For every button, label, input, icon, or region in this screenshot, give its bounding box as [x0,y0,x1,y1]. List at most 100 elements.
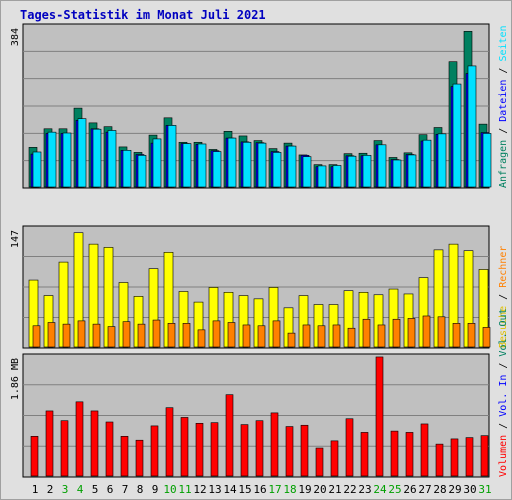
bar-hits-files-pages-seiten-16 [257,142,267,188]
x-tick-label-day-26: 26 [403,483,416,496]
bar-hits-files-pages-seiten-21 [332,165,342,188]
bar-volume-volumen-4 [75,401,84,477]
bar-volume-volumen-12 [195,423,204,477]
x-tick-label-day-28: 28 [433,483,446,496]
bar-volume-volumen-23 [360,432,369,477]
bar-volume-volumen-22 [345,418,354,477]
x-tick-label-day-3: 3 [62,483,69,496]
x-tick-label-day-20: 20 [313,483,326,496]
bar-visits-sites-rechner-6 [107,326,116,348]
x-tick-label-day-15: 15 [238,483,251,496]
legend-bottom-part-3: / [498,357,509,375]
bar-hits-files-pages-seiten-29 [452,83,462,188]
x-tick-label-day-30: 30 [463,483,476,496]
bar-volume-volumen-26 [405,432,414,477]
legend-top-part-3: / [498,62,509,80]
bar-visits-sites-rechner-22 [347,327,356,348]
x-tick-label-day-29: 29 [448,483,461,496]
bar-visits-sites-rechner-24 [377,324,386,348]
bar-volume-volumen-18 [285,426,294,477]
x-tick-label-day-8: 8 [137,483,144,496]
bar-visits-sites-rechner-1 [32,325,41,348]
chart-title: Tages-Statistik im Monat Juli 2021 [20,8,266,22]
bar-hits-files-pages-seiten-6 [107,130,117,188]
bar-visits-sites-rechner-31 [482,327,491,348]
x-tick-label-day-24: 24 [373,483,387,496]
legend-top-part-4: Seiten [498,25,509,61]
bar-visits-sites-rechner-20 [317,325,326,348]
bar-visits-sites-rechner-12 [197,329,206,348]
bar-visits-sites-rechner-28 [437,316,446,348]
bar-hits-files-pages-seiten-28 [437,133,447,188]
bar-hits-files-pages-seiten-8 [137,155,147,188]
bar-visits-sites-rechner-26 [407,318,416,348]
bar-hits-files-pages-seiten-7 [122,149,132,188]
bar-hits-files-pages-seiten-12 [197,143,207,188]
legend-bottom-part-0: Volumen [498,435,509,477]
bar-visits-sites-rechner-3 [62,323,71,348]
legend-bottom: Volumen / Vol. In / Vol. Out [498,308,509,477]
bar-visits-sites-rechner-18 [287,332,296,348]
bar-visits-sites-rechner-2 [47,322,56,348]
x-tick-label-day-12: 12 [193,483,206,496]
legend-bottom-part-4: Vol. Out [498,308,509,356]
bar-volume-volumen-30 [465,437,474,477]
bar-hits-files-pages-seiten-1 [32,151,42,188]
bar-hits-files-pages-seiten-20 [317,165,327,188]
x-tick-label-day-9: 9 [152,483,159,496]
y-max-label: 384 [10,28,21,46]
x-tick-label-day-2: 2 [47,483,54,496]
bar-visits-sites-rechner-8 [137,323,146,348]
bar-volume-volumen-1 [30,436,39,477]
x-tick-label-day-10: 10 [163,483,176,496]
bar-visits-sites-rechner-4 [77,320,86,348]
legend-bottom-part-1: / [498,417,509,435]
legend-top-part-1: / [498,122,509,140]
bar-volume-volumen-11 [180,417,189,477]
legend-top-part-0: Anfragen [498,140,509,188]
bar-hits-files-pages-seiten-10 [167,125,177,188]
bar-volume-volumen-14 [225,394,234,477]
bar-visits-sites-rechner-30 [467,323,476,348]
legend-mid-part-1: / [498,288,509,306]
bar-visits-sites-rechner-14 [227,322,236,348]
bar-volume-volumen-10 [165,407,174,477]
bar-volume-volumen-7 [120,436,129,477]
x-tick-label-day-27: 27 [418,483,431,496]
bar-volume-volumen-8 [135,439,144,477]
bar-volume-volumen-2 [45,410,54,477]
bar-volume-volumen-6 [105,421,114,477]
bar-volume-volumen-20 [315,447,324,477]
legend-mid-part-0: Besuche [498,306,509,348]
bar-visits-sites-rechner-7 [122,321,131,348]
bar-volume-volumen-31 [480,435,489,477]
legend-mid: Besuche / Rechner [498,246,509,348]
bar-hits-files-pages-seiten-31 [482,133,492,188]
bar-hits-files-pages-seiten-25 [392,159,402,188]
bar-hits-files-pages-seiten-27 [422,139,432,188]
bar-hits-files-pages-seiten-30 [467,65,477,188]
bar-visits-sites-rechner-10 [167,323,176,348]
x-tick-label-day-13: 13 [208,483,221,496]
bar-volume-volumen-27 [420,423,429,477]
bar-visits-sites-rechner-9 [152,319,161,348]
bar-hits-files-pages-seiten-24 [377,144,387,188]
bar-volume-volumen-21 [330,440,339,477]
bar-volume-volumen-29 [450,438,459,477]
bar-hits-files-pages-seiten-13 [212,151,222,188]
x-tick-label-day-31: 31 [478,483,491,496]
bar-visits-sites-rechner-21 [332,324,341,348]
x-tick-label-day-4: 4 [77,483,84,496]
bar-volume-volumen-17 [270,412,279,477]
bar-hits-files-pages-seiten-19 [302,156,312,188]
x-tick-label-day-6: 6 [107,483,114,496]
bar-hits-files-pages-seiten-11 [182,143,192,188]
x-tick-label-day-11: 11 [178,483,191,496]
bar-visits-sites-rechner-5 [92,323,101,348]
bar-visits-sites-rechner-16 [257,325,266,348]
bar-visits-sites-rechner-25 [392,318,401,348]
bar-hits-files-pages-seiten-4 [77,118,87,188]
bar-hits-files-pages-seiten-5 [92,128,102,188]
bar-visits-sites-rechner-27 [422,315,431,348]
